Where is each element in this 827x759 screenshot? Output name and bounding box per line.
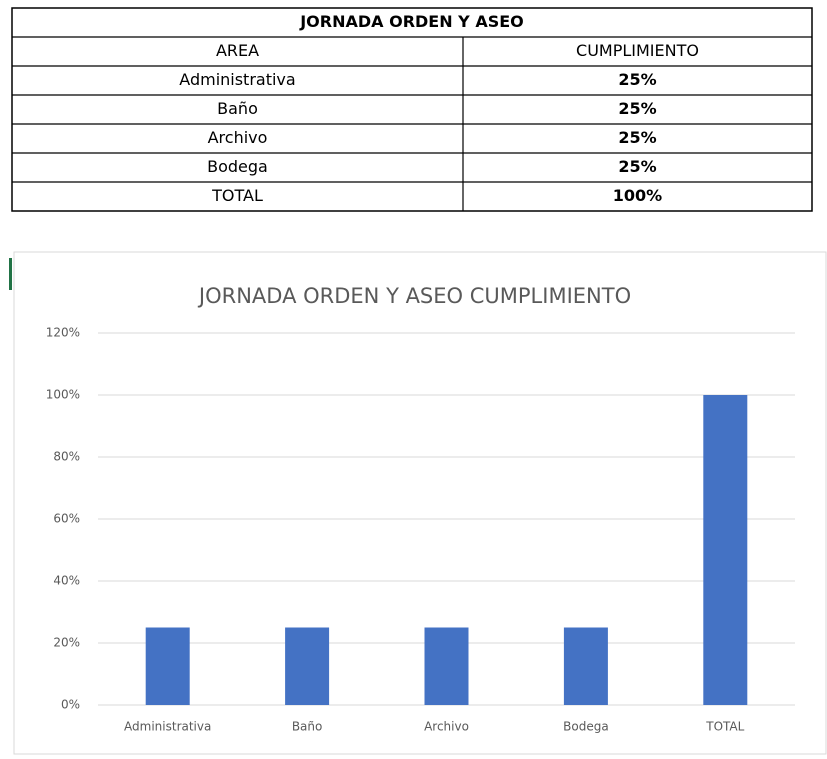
x-tick-label: Archivo [424,720,469,734]
table-cell: 25% [618,157,656,176]
x-tick-label: Administrativa [124,720,211,734]
cell-marker [9,258,12,290]
x-tick-label: Baño [292,720,323,734]
table-header: CUMPLIMIENTO [576,41,699,60]
table-cell: 100% [613,186,662,205]
table-cell: Baño [217,99,258,118]
y-tick-label: 0% [61,698,80,712]
bar [424,627,469,705]
bar [563,627,608,705]
y-tick-label: 60% [53,512,80,526]
table-cell: 25% [618,70,656,89]
bar [703,395,748,705]
table-cell: Archivo [208,128,268,147]
y-tick-label: 120% [46,326,80,340]
table-border [11,7,813,212]
table-cell: TOTAL [211,186,263,205]
table-cell: Administrativa [179,70,295,89]
bar [285,627,330,705]
y-tick-label: 100% [46,388,80,402]
table-cell: 25% [618,128,656,147]
chart-title: JORNADA ORDEN Y ASEO CUMPLIMIENTO [197,284,631,308]
table-title: JORNADA ORDEN Y ASEO [299,12,524,31]
y-tick-label: 80% [53,450,80,464]
bar [145,627,190,705]
x-tick-label: TOTAL [705,720,744,734]
y-tick-label: 40% [53,574,80,588]
table-header: AREA [216,41,259,60]
table-cell: Bodega [207,157,268,176]
table-cell: 25% [618,99,656,118]
x-tick-label: Bodega [563,720,609,734]
y-tick-label: 20% [53,636,80,650]
